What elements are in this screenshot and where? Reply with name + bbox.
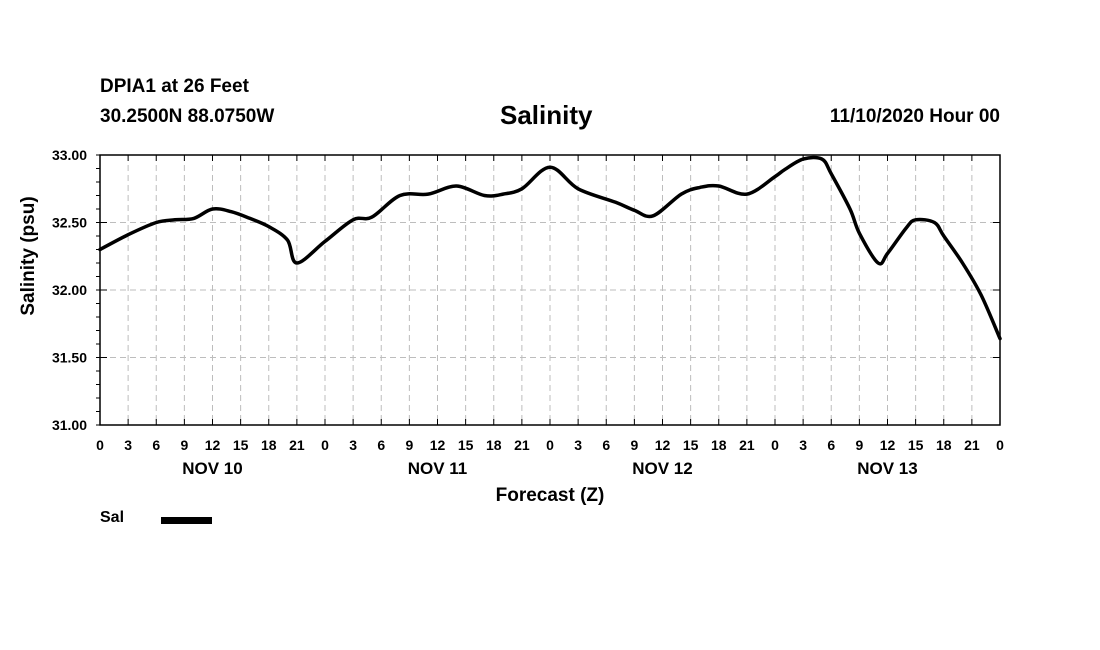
y-axis-title: Salinity (psu) <box>18 196 39 315</box>
series-layer <box>98 155 1002 341</box>
grid-layer <box>100 155 1000 425</box>
x-tick-label: 0 <box>321 437 329 453</box>
x-tick-label: 0 <box>771 437 779 453</box>
x-tick-label: 9 <box>855 437 863 453</box>
x-tick-label: 6 <box>377 437 385 453</box>
y-tick-label: 32.00 <box>52 282 87 298</box>
day-label: NOV 12 <box>632 459 692 478</box>
x-tick-label: 3 <box>799 437 807 453</box>
label-layer: 0 3 6 9 12 15 18 21 0 3 6 9 12 15 18 21 0 3 6 9 12 15 18 21 0 3 6 9… <box>52 147 1004 478</box>
chart-title: Salinity <box>500 100 593 130</box>
x-tick-label: 12 <box>880 437 896 453</box>
x-tick-label: 15 <box>458 437 474 453</box>
x-tick-label: 6 <box>602 437 610 453</box>
x-tick-label: 3 <box>124 437 132 453</box>
x-tick-label: 12 <box>205 437 221 453</box>
x-tick-label: 0 <box>546 437 554 453</box>
x-tick-label: 6 <box>152 437 160 453</box>
x-tick-label: 12 <box>430 437 446 453</box>
forecast-datetime: 11/10/2020 Hour 00 <box>829 106 1000 127</box>
x-tick-label: 15 <box>683 437 699 453</box>
x-tick-label: 9 <box>405 437 413 453</box>
day-label: NOV 13 <box>857 459 917 478</box>
x-tick-label: 18 <box>936 437 952 453</box>
station-label: DPIA1 at 26 Feet <box>100 76 249 97</box>
x-tick-label: 9 <box>180 437 188 453</box>
x-tick-label: 0 <box>996 437 1004 453</box>
y-tick-label: 31.00 <box>52 417 87 433</box>
x-tick-label: 18 <box>486 437 502 453</box>
x-tick-label: 21 <box>739 437 755 453</box>
x-tick-label: 0 <box>96 437 104 453</box>
x-tick-label: 21 <box>289 437 305 453</box>
series-line-sal <box>98 155 1002 341</box>
x-tick-label: 15 <box>233 437 249 453</box>
coordinates-label: 30.2500N 88.0750W <box>100 106 275 127</box>
y-tick-label: 31.50 <box>52 350 87 366</box>
plot-frame <box>99 154 1001 426</box>
x-tick-label: 21 <box>964 437 980 453</box>
x-tick-label: 15 <box>908 437 924 453</box>
legend-series-label: Sal <box>100 509 125 526</box>
day-label: NOV 11 <box>408 459 468 478</box>
day-label: NOV 10 <box>182 459 242 478</box>
x-tick-label: 9 <box>630 437 638 453</box>
x-tick-label: 12 <box>655 437 671 453</box>
x-tick-label: 21 <box>514 437 530 453</box>
x-tick-label: 6 <box>827 437 835 453</box>
x-tick-label: 3 <box>349 437 357 453</box>
y-tick-label: 33.00 <box>52 147 87 163</box>
x-axis-title: Forecast (Z) <box>496 485 605 506</box>
legend-series-swatch <box>161 517 212 524</box>
x-tick-label: 18 <box>261 437 277 453</box>
x-tick-label: 18 <box>711 437 727 453</box>
x-tick-label: 3 <box>574 437 582 453</box>
y-tick-label: 32.50 <box>52 215 87 231</box>
